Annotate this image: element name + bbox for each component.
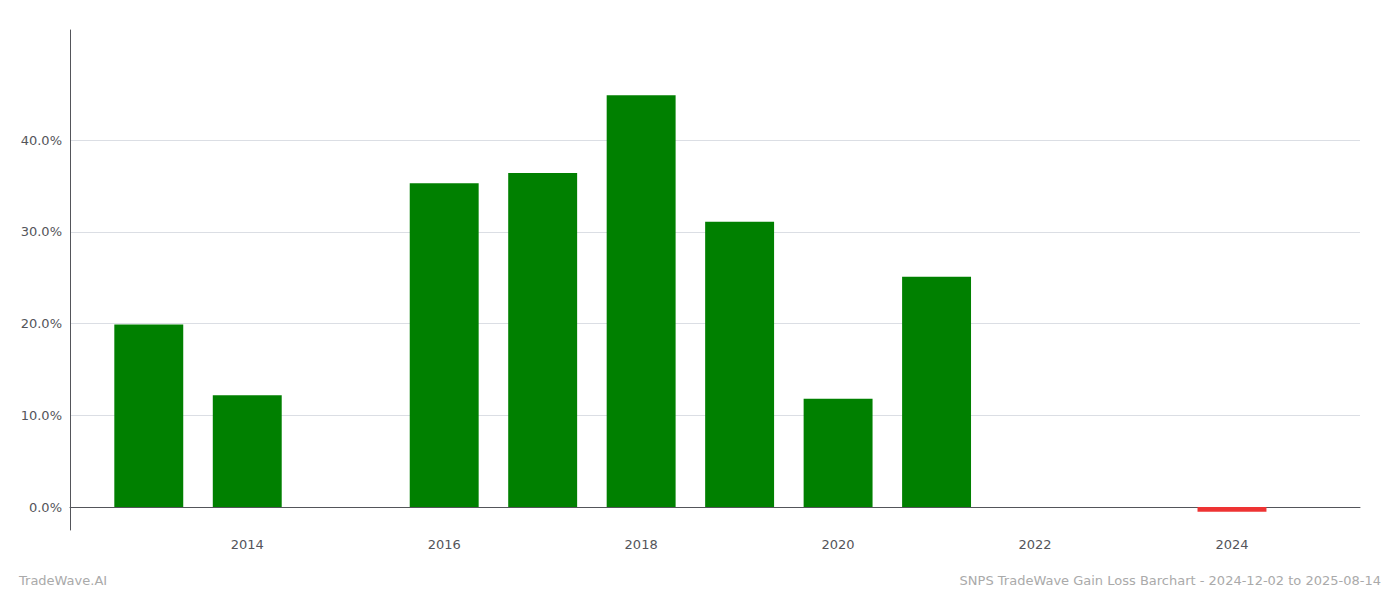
- svg-text:2016: 2016: [428, 537, 461, 552]
- svg-text:2022: 2022: [1018, 537, 1051, 552]
- svg-text:40.0%: 40.0%: [21, 133, 62, 148]
- svg-text:10.0%: 10.0%: [21, 408, 62, 423]
- svg-text:30.0%: 30.0%: [21, 224, 62, 239]
- svg-text:2018: 2018: [625, 537, 658, 552]
- svg-text:2024: 2024: [1215, 537, 1248, 552]
- svg-text:2014: 2014: [231, 537, 264, 552]
- svg-text:0.0%: 0.0%: [29, 500, 62, 515]
- svg-text:TradeWave.AI: TradeWave.AI: [18, 573, 107, 588]
- svg-text:2020: 2020: [822, 537, 855, 552]
- svg-text:SNPS TradeWave Gain Loss Barch: SNPS TradeWave Gain Loss Barchart - 2024…: [960, 573, 1381, 588]
- svg-text:20.0%: 20.0%: [21, 316, 62, 331]
